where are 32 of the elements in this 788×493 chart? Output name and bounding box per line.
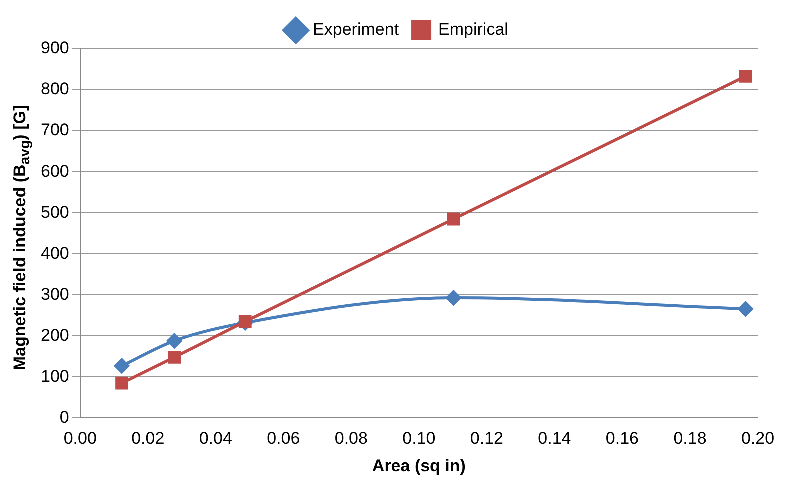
- y-tick-label: 100: [40, 366, 70, 386]
- point: [114, 358, 130, 374]
- y-tick-label: 700: [40, 120, 70, 140]
- legend-label: Empirical: [438, 20, 508, 40]
- y-tick-label: 900: [40, 38, 70, 58]
- legend-label: Experiment: [313, 20, 400, 40]
- y-tick-label: 0: [60, 408, 70, 427]
- point: [167, 334, 182, 349]
- y-tick-label: 400: [40, 244, 70, 263]
- x-tick-label: 0.18: [674, 429, 707, 448]
- x-axis-title: Area (sq in): [372, 456, 466, 476]
- x-tick-label: 0.20: [741, 429, 775, 448]
- point: [446, 290, 462, 306]
- x-tick-label: 0.02: [132, 429, 165, 448]
- x-tick-label: 0.04: [199, 429, 232, 448]
- y-tick-label: 300: [40, 284, 70, 304]
- x-tick-label: 0.00: [64, 429, 97, 448]
- y-tick-label: 200: [40, 326, 70, 345]
- y-tick-label: 500: [40, 202, 70, 222]
- point: [738, 302, 754, 317]
- point: [447, 212, 460, 226]
- y-tick-label: 800: [40, 80, 70, 99]
- x-tick-label: 0.08: [334, 429, 368, 448]
- x-tick-label: 0.14: [538, 429, 572, 448]
- x-tick-label: 0.12: [470, 429, 504, 448]
- point: [739, 70, 752, 83]
- x-tick-label: 0.10: [402, 429, 436, 448]
- y-tick-label: 600: [40, 162, 70, 181]
- x-tick-label: 0.06: [267, 429, 300, 448]
- x-tick-label: 0.16: [606, 429, 640, 448]
- point: [168, 351, 182, 364]
- point: [116, 376, 128, 390]
